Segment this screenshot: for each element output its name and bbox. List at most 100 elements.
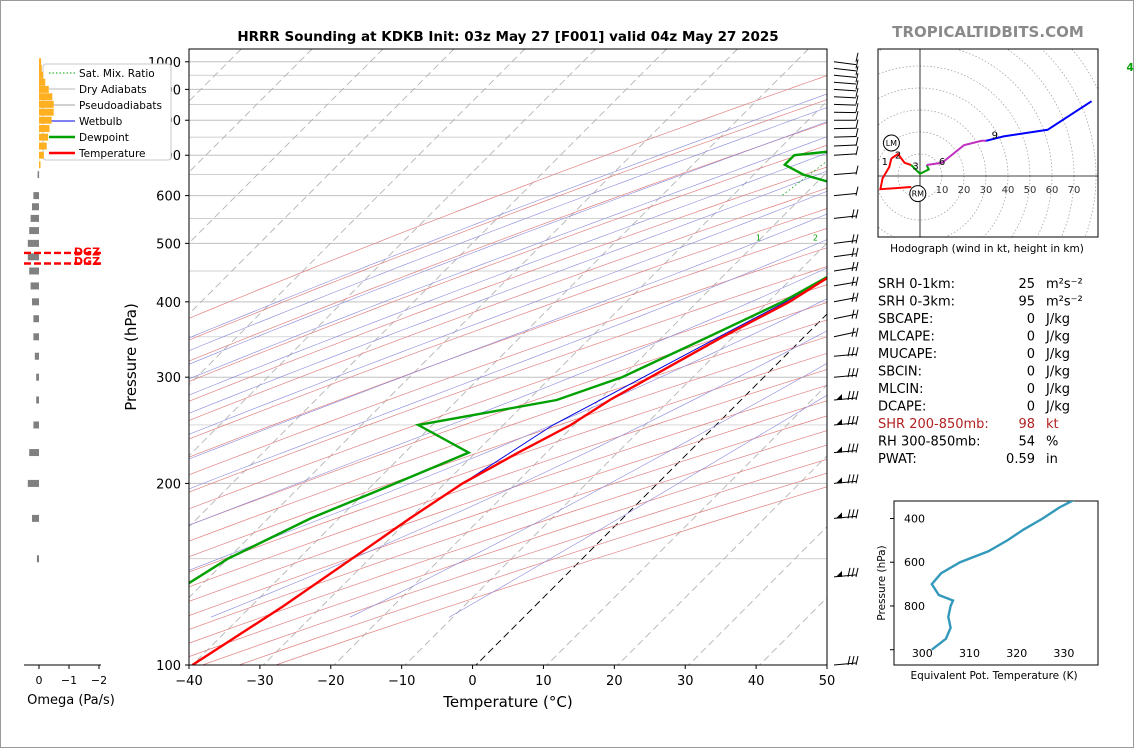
omega-bar [28,253,39,260]
index-label: MLCIN: [878,382,923,397]
wind-barb [834,209,858,218]
hodograph-segment [927,141,986,165]
isotherm [334,49,950,665]
barb-flag [856,474,858,483]
theta-x-axis-label: Equivalent Pot. Temperature (K) [910,670,1077,682]
hodograph-ring-label: 70 [1068,185,1081,196]
omega-tick-label: −2 [91,674,107,687]
index-label: SBCAPE: [878,312,933,327]
chart-title: HRRR Sounding at KDKB Init: 03z May 27 [… [237,29,778,45]
mixing-ratio-line [901,49,1101,196]
omega-bar [33,192,39,199]
wind-barb [834,368,858,377]
index-value: 25 [1018,277,1035,292]
index-value: 0 [1027,347,1035,362]
omega-bar [39,125,50,132]
barb-staff [834,154,856,155]
wind-barb [834,146,858,155]
x-tick-label: 30 [677,674,694,689]
storm-motion-label: RM [912,190,925,199]
omega-bar [33,421,39,428]
theta-x-tick-label: 330 [1053,647,1074,660]
barb-flag [852,262,854,271]
index-value: 0 [1027,312,1035,327]
omega-axis-label: Omega (Pa/s) [27,693,115,708]
wind-barb [834,347,858,356]
omega-bar [39,93,52,100]
barb-flag [856,444,858,453]
mixing-ratio-label: 30 [1075,233,1085,242]
mixing-ratio-label: 24 [1051,233,1061,242]
x-tick-label: 10 [535,674,552,689]
mixing-ratio-line [967,49,1134,196]
barb-pennant [836,477,842,483]
index-label: PWAT: [878,452,917,467]
index-value: 0 [1027,400,1035,415]
barb-flag [856,248,858,257]
omega-bar [36,396,39,403]
dry-adiabat [166,49,1134,665]
barb-flag [856,277,858,286]
x-tick-label: −40 [175,674,202,689]
hodograph-frame [878,49,1098,237]
x-axis-label: Temperature (°C) [442,693,572,711]
omega-bar [39,152,44,159]
barb-flag [856,120,858,129]
storm-motion-label: LM [886,139,897,148]
legend-entry: Temperature [78,148,146,160]
hodograph-ring-label: 50 [1024,185,1037,196]
wind-barb [834,80,858,90]
x-tick-label: −20 [317,674,344,689]
omega-bar [39,143,47,150]
index-value: 54 [1018,435,1035,450]
mixing-ratio-label: 13 [986,233,996,242]
isotherm [122,49,738,665]
omega-bar [29,449,39,456]
wind-barb [834,137,858,146]
hodograph-ring-label: 40 [1002,185,1015,196]
barb-flag [856,103,858,112]
wind-barb [834,444,858,453]
surface-dewpoint-label: 43F [1126,62,1134,74]
y-tick-label: 200 [156,477,181,492]
omega-bar [39,86,49,93]
barb-flag [856,187,858,196]
barb-staff [834,97,856,98]
wind-barb [834,262,858,271]
omega-bar [29,267,39,274]
skewt-profiles [65,62,1134,665]
index-label: DCAPE: [878,400,926,415]
barb-staff [834,89,856,90]
mixing-ratio-line [990,49,1134,196]
omega-bar [39,134,48,141]
barb-flag [852,234,854,243]
omega-bar [39,79,45,86]
index-unit: J/kg [1045,312,1070,327]
barb-flag [856,368,858,377]
hodograph-ring-label: 30 [980,185,993,196]
mixing-ratio-label: 8 [940,233,945,242]
theta-y-tick-label: 600 [904,556,925,569]
index-value: 0 [1027,382,1035,397]
wind-barb [834,474,858,483]
y-tick-label: 500 [156,237,181,252]
barb-pennant [836,394,842,400]
omega-bar [36,374,39,381]
hodograph-height-label: 3 [912,161,918,172]
index-unit: J/kg [1045,330,1070,345]
wind-barb [834,248,858,257]
wind-barb [834,328,858,337]
index-value: 0.59 [1006,452,1035,467]
barb-staff [834,104,856,105]
mixing-ratio-label: 2 [813,233,818,242]
omega-tick-label: 0 [36,674,43,687]
wind-barb [834,187,858,196]
barb-flag [856,293,858,302]
omega-bar [39,58,41,65]
omega-bar [31,215,39,222]
hodograph-ring-label: 10 [936,185,949,196]
barb-flag [856,656,858,665]
wind-barbs [834,53,858,665]
